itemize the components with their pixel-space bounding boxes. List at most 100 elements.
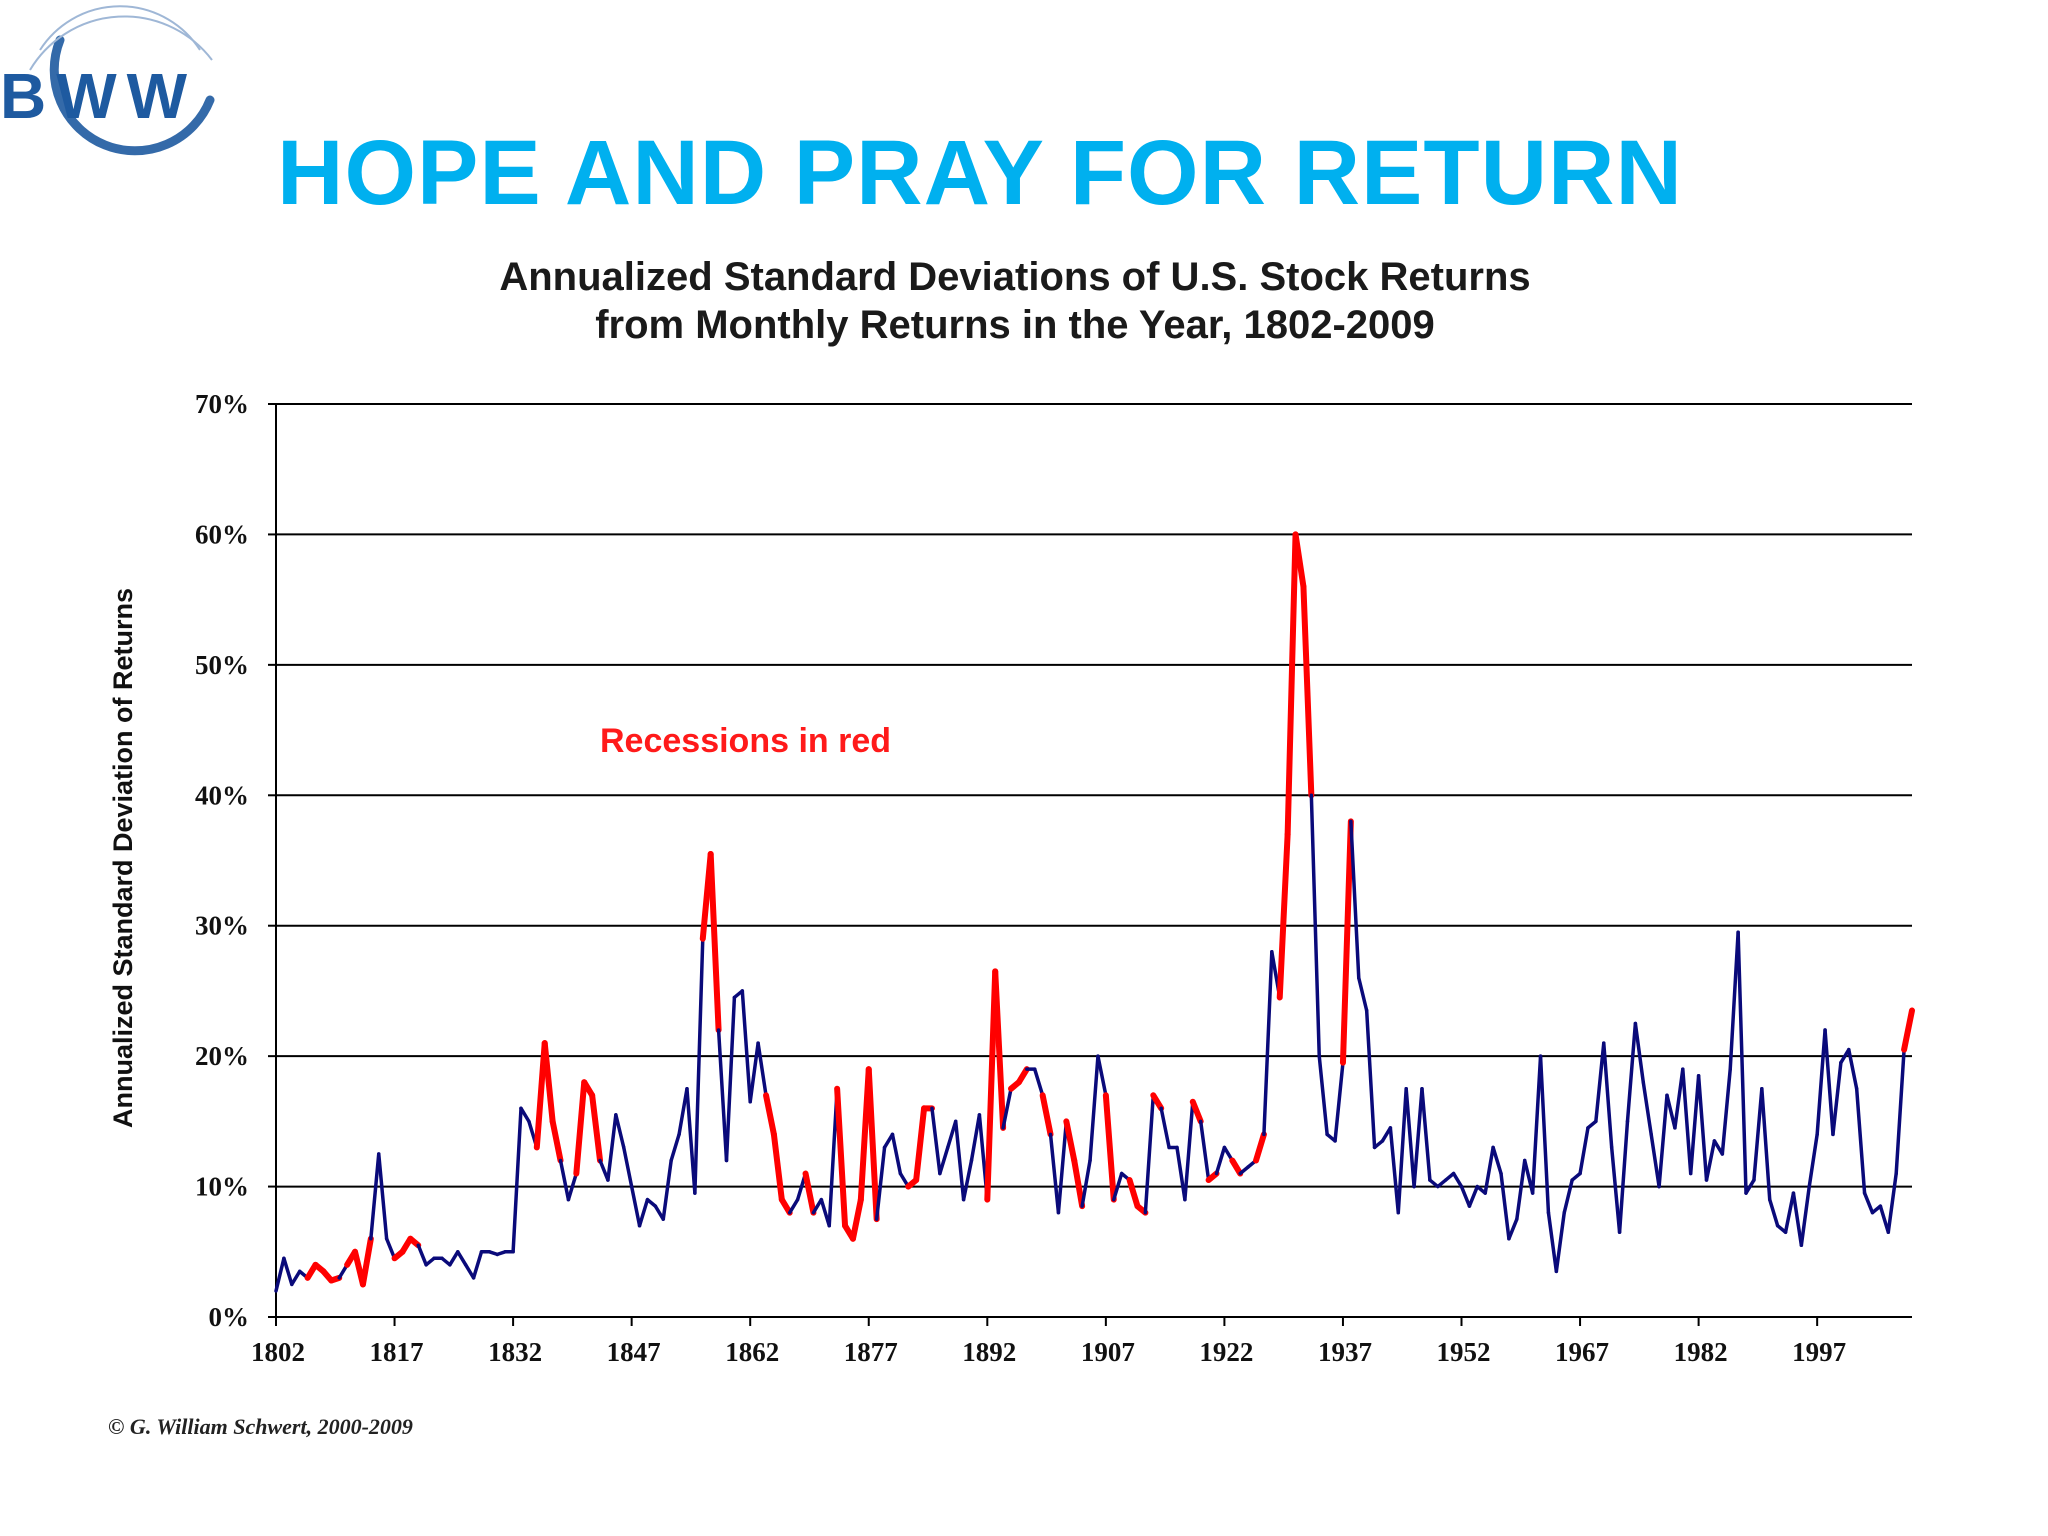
- series-segment: [1159, 1106, 1171, 1150]
- logo-text: BWW: [0, 60, 197, 132]
- x-tick-label: 1877: [844, 1337, 898, 1367]
- recession-segment: [1284, 531, 1299, 838]
- series-segment: [1530, 1054, 1543, 1195]
- series-segment: [1783, 1191, 1796, 1234]
- series-segment: [511, 1106, 523, 1254]
- series-segment: [1001, 1087, 1013, 1130]
- series-segment: [566, 1171, 579, 1202]
- recession-segment: [1063, 1118, 1078, 1164]
- recession-segment: [1339, 818, 1354, 1066]
- series-segment: [463, 1263, 476, 1280]
- series-segment: [661, 1158, 673, 1221]
- series-segment: [1791, 1191, 1804, 1248]
- recession-segment: [541, 1040, 556, 1125]
- series-segment: [1483, 1145, 1495, 1195]
- series-segment: [1349, 819, 1361, 980]
- series-segment: [1214, 1145, 1227, 1176]
- recession-segment: [865, 1066, 880, 1223]
- recession-segment: [1015, 1066, 1030, 1086]
- series-segment: [1633, 1021, 1646, 1084]
- x-tick-label: 1937: [1318, 1337, 1372, 1367]
- series-segment: [938, 1145, 950, 1176]
- recession-annotation: Recessions in red: [600, 722, 891, 760]
- series-segment: [1894, 1047, 1906, 1176]
- recession-segment: [913, 1105, 928, 1184]
- series-segment: [1854, 1087, 1867, 1195]
- recession-segment: [1276, 831, 1291, 1001]
- chart-title: Annualized Standard Deviations of U.S. S…: [499, 255, 1531, 299]
- x-tick-label: 1817: [370, 1337, 424, 1367]
- series-segment: [448, 1250, 460, 1267]
- series-segment: [1467, 1184, 1480, 1208]
- series-segment: [1112, 1171, 1124, 1202]
- series-segment: [1847, 1047, 1859, 1091]
- recession-segment: [770, 1131, 785, 1203]
- series-segment: [1491, 1145, 1503, 1176]
- y-tick-label: 30%: [195, 911, 249, 941]
- series-segment: [456, 1250, 468, 1267]
- series-segment: [1183, 1100, 1195, 1202]
- x-tick-label: 1922: [1199, 1337, 1253, 1367]
- y-tick-label: 10%: [195, 1172, 249, 1202]
- series-segment: [740, 989, 752, 1104]
- x-tick-label: 1832: [488, 1337, 542, 1367]
- x-tick-label: 1967: [1555, 1337, 1609, 1367]
- series-segment: [1459, 1184, 1472, 1208]
- series-segment: [1602, 1041, 1614, 1150]
- series-segment: [756, 1041, 768, 1098]
- recession-segment: [849, 1196, 864, 1242]
- series-segment: [1617, 1119, 1630, 1234]
- series-segment: [1143, 1093, 1156, 1215]
- series-segment: [1688, 1073, 1701, 1176]
- series-segment: [1625, 1021, 1638, 1124]
- x-tick-label: 1892: [962, 1337, 1016, 1367]
- x-tick-label: 1862: [725, 1337, 779, 1367]
- recession-segment: [707, 850, 722, 1034]
- x-tick-label: 1997: [1792, 1337, 1846, 1367]
- series-segment: [1048, 1132, 1061, 1215]
- series-segment: [1317, 1054, 1329, 1137]
- y-tick-label: 70%: [195, 389, 249, 419]
- series-segment: [1767, 1197, 1780, 1228]
- recession-segment: [1229, 1157, 1244, 1177]
- recession-segment: [533, 1040, 548, 1151]
- y-tick-label: 0%: [209, 1302, 250, 1332]
- series-segment: [606, 1113, 618, 1182]
- y-tick-label: 60%: [195, 519, 249, 549]
- series-segment: [1728, 930, 1740, 1071]
- recession-segment: [1102, 1092, 1117, 1203]
- y-axis-label: Annualized Standard Deviation of Returns: [108, 587, 138, 1129]
- series-segment: [1032, 1067, 1045, 1098]
- series-segment: [1499, 1171, 1511, 1241]
- series-segment: [1609, 1145, 1622, 1234]
- chart-title-block: Annualized Standard Deviations of U.S. S…: [250, 253, 1780, 349]
- series-segment: [1080, 1158, 1092, 1208]
- series-segment: [274, 1256, 286, 1293]
- recession-segment: [984, 968, 999, 1203]
- series-segment: [629, 1184, 642, 1228]
- recession-segment: [589, 1092, 604, 1164]
- series-segment: [1198, 1119, 1211, 1182]
- series-segment: [282, 1256, 294, 1287]
- series-segment: [874, 1145, 887, 1221]
- series-segment: [1546, 1210, 1559, 1274]
- recession-segment: [802, 1170, 817, 1216]
- series-segment: [1262, 950, 1274, 1137]
- y-tick-label: 50%: [195, 650, 249, 680]
- recession-segment: [573, 1079, 588, 1177]
- series-segment: [369, 1152, 381, 1241]
- recession-segment: [763, 1092, 777, 1138]
- series-segment: [1665, 1093, 1677, 1130]
- series-segment: [614, 1113, 626, 1150]
- series-segment: [1357, 976, 1369, 1013]
- recession-segment: [1292, 531, 1307, 590]
- series-segment: [1175, 1145, 1187, 1202]
- recession-segment: [1253, 1131, 1267, 1164]
- x-tick-label: 1847: [607, 1337, 661, 1367]
- recession-segment: [1071, 1157, 1086, 1210]
- series-segment: [1696, 1073, 1709, 1182]
- y-tick-label: 20%: [195, 1041, 249, 1071]
- recession-segment: [992, 968, 1007, 1131]
